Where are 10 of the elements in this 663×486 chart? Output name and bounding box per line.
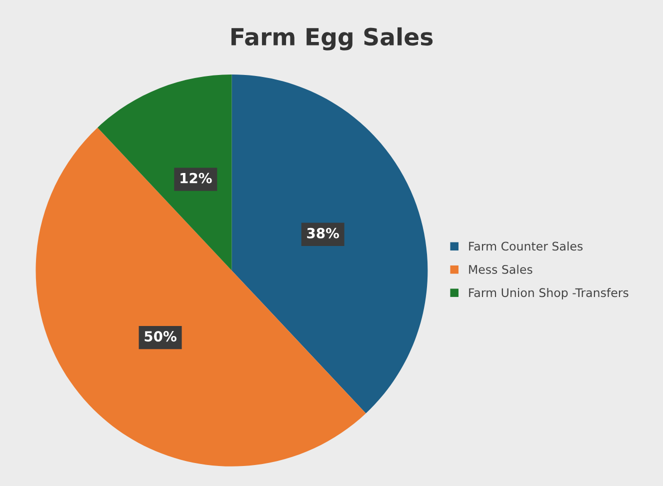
data-label: 50%	[144, 331, 176, 342]
legend-label: Farm Union Shop -Transfers	[469, 288, 628, 300]
legend-label: Farm Counter Sales	[469, 242, 583, 251]
data-label: 38%	[307, 228, 340, 238]
pie-slice	[36, 128, 366, 466]
data-label: 12%	[180, 172, 212, 184]
pie-slice	[98, 74, 232, 270]
legend-label: Mess Sales	[469, 264, 532, 274]
chart-title: Farm Egg Sales	[231, 27, 433, 50]
pie-slice	[232, 74, 428, 414]
